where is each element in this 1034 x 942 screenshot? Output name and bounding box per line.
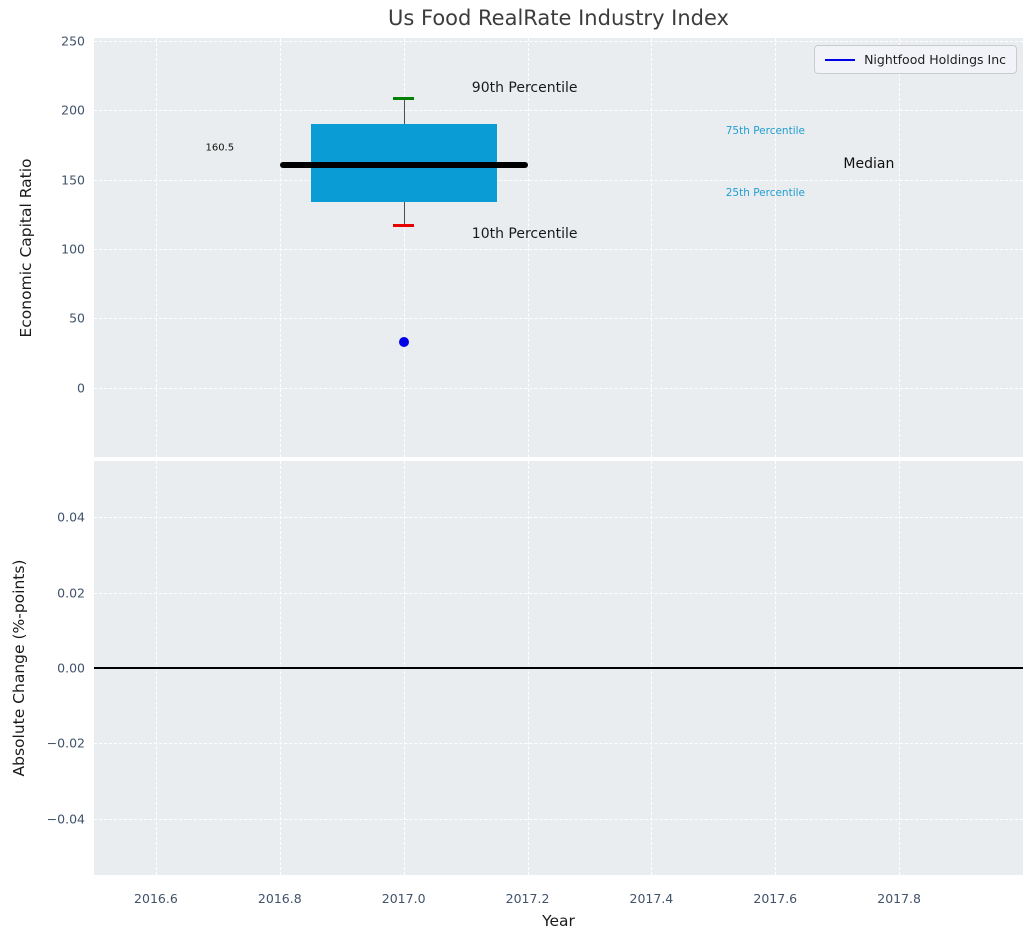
gridline-vertical [403,38,405,457]
x-tick-label: 2016.8 [257,891,302,906]
y-tick-label: 150 [61,172,85,188]
chart-title: Us Food RealRate Industry Index [388,6,729,30]
p10-cap [393,224,415,228]
y-tick-label: 0 [77,380,85,396]
gridline-vertical [279,38,281,457]
y-tick-label: 50 [69,310,85,326]
gridline-horizontal [94,592,1023,594]
p90-cap [393,96,415,100]
annotation-10th-percentile: 10th Percentile [471,225,578,242]
gridline-horizontal [94,387,1023,389]
x-tick-label: 2017.8 [877,891,921,906]
annotation-median: Median [843,156,895,173]
x-tick-label: 2017.2 [505,891,550,906]
legend-line-sample [825,58,856,61]
gridline-horizontal [94,743,1023,745]
legend-label: Nightfood Holdings Inc [864,52,1006,67]
y-tick-label: −0.04 [46,811,85,827]
gridline-vertical [651,38,653,457]
x-tick-label: 2016.6 [134,891,178,906]
y-tick-label: −0.02 [46,735,85,751]
gridline-vertical [775,38,777,457]
gridline-horizontal [94,110,1023,112]
gridline-horizontal [94,818,1023,820]
gridline-vertical [155,38,157,457]
x-tick-label: 2017.0 [381,891,426,906]
legend: Nightfood Holdings Inc [814,45,1017,74]
x-axis-label: Year [542,912,575,930]
gridline-horizontal [94,248,1023,250]
y-tick-label: 0.04 [57,509,85,525]
y-tick-label: 200 [61,102,85,118]
gridline-horizontal [94,40,1023,42]
x-tick-label: 2017.6 [753,891,798,906]
annotation-160-5: 160.5 [205,142,235,154]
annotation-90th-percentile: 90th Percentile [471,79,578,96]
x-tick-label: 2017.4 [629,891,674,906]
y-tick-label: 0.02 [57,585,85,601]
axes-top-panel [94,38,1023,457]
y-tick-label: 250 [61,33,85,49]
annotation-75th-percentile: 75th Percentile [725,124,805,137]
zero-reference-line [94,667,1023,669]
median-line [279,161,528,168]
axes-bottom-panel [94,461,1023,875]
y-tick-label: 100 [61,241,85,257]
gridline-vertical [899,38,901,457]
y-tick-label: 0.00 [57,660,85,676]
gridline-horizontal [94,179,1023,181]
annotation-25th-percentile: 25th Percentile [725,187,805,200]
gridline-horizontal [94,318,1023,320]
company-data-point [398,336,409,347]
gridline-horizontal [94,517,1023,519]
gridline-vertical [527,38,529,457]
